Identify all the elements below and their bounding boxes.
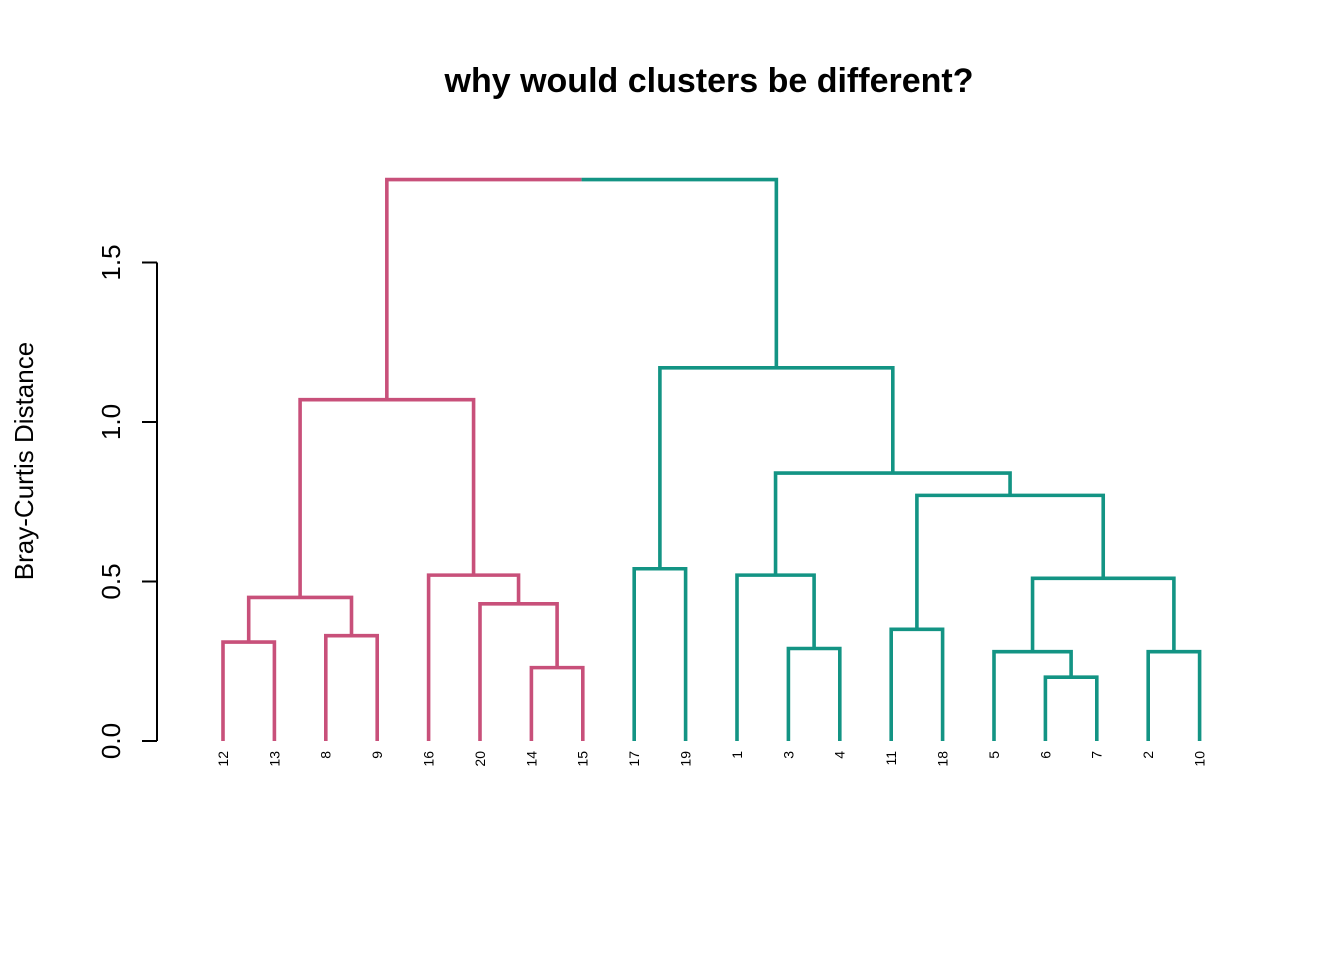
dendrogram-branch [889,627,945,741]
leaf-label-10: 10 [1192,751,1208,767]
leaf-label-11: 11 [883,751,899,766]
leaf-label-2: 2 [1140,751,1156,759]
dendrogram-branch [529,665,585,741]
dendrogram-branch [786,646,842,741]
y-tick-label: 1.0 [96,404,126,440]
leaf-label-12: 12 [215,751,231,767]
leaf-label-3: 3 [780,751,796,759]
dendrogram-branch [298,397,476,598]
leaf-label-20: 20 [472,751,488,767]
y-axis: 0.0 0.5 1.0 1.5 [96,244,158,759]
leaf-label-6: 6 [1037,751,1053,759]
leaf-label-9: 9 [369,751,385,759]
leaf-label-14: 14 [523,751,539,767]
dendrogram-branches [221,177,1202,741]
dendrogram-branch [1030,576,1176,652]
dendrogram-branch [426,573,521,741]
leaf-label-15: 15 [575,751,591,767]
leaf-labels: 12 13 8 9 16 20 14 15 17 19 1 3 4 11 18 5 6 7 2 10 [215,751,1208,767]
dendrogram-branch [221,640,277,741]
y-tick-label: 0.0 [96,723,126,759]
y-tick-label: 1.5 [96,244,126,280]
leaf-label-18: 18 [935,751,951,767]
leaf-label-13: 13 [266,751,282,767]
dendrogram-branch [773,471,1012,576]
leaf-label-16: 16 [421,751,437,767]
dendrogram-branch [735,573,816,741]
leaf-label-19: 19 [678,751,694,767]
dendrogram-branch [1043,675,1099,741]
dendrogram-branch [1146,649,1202,741]
y-axis-label: Bray-Curtis Distance [9,342,39,580]
dendrogram-branch [992,649,1073,741]
leaf-label-17: 17 [626,751,642,767]
dendrogram-branch [478,602,559,741]
leaf-label-4: 4 [832,751,848,759]
leaf-label-5: 5 [986,751,1002,759]
dendrogram-branch [632,566,688,741]
chart-title: why would clusters be different? [444,62,974,100]
dendrogram-branch [915,493,1106,630]
dendrogram-branch [581,177,779,368]
y-tick-label: 0.5 [96,563,126,599]
leaf-label-1: 1 [729,751,745,759]
leaf-label-7: 7 [1089,751,1105,759]
leaf-label-8: 8 [318,751,334,759]
dendrogram-branch [385,177,582,400]
dendrogram-branch [324,633,379,741]
